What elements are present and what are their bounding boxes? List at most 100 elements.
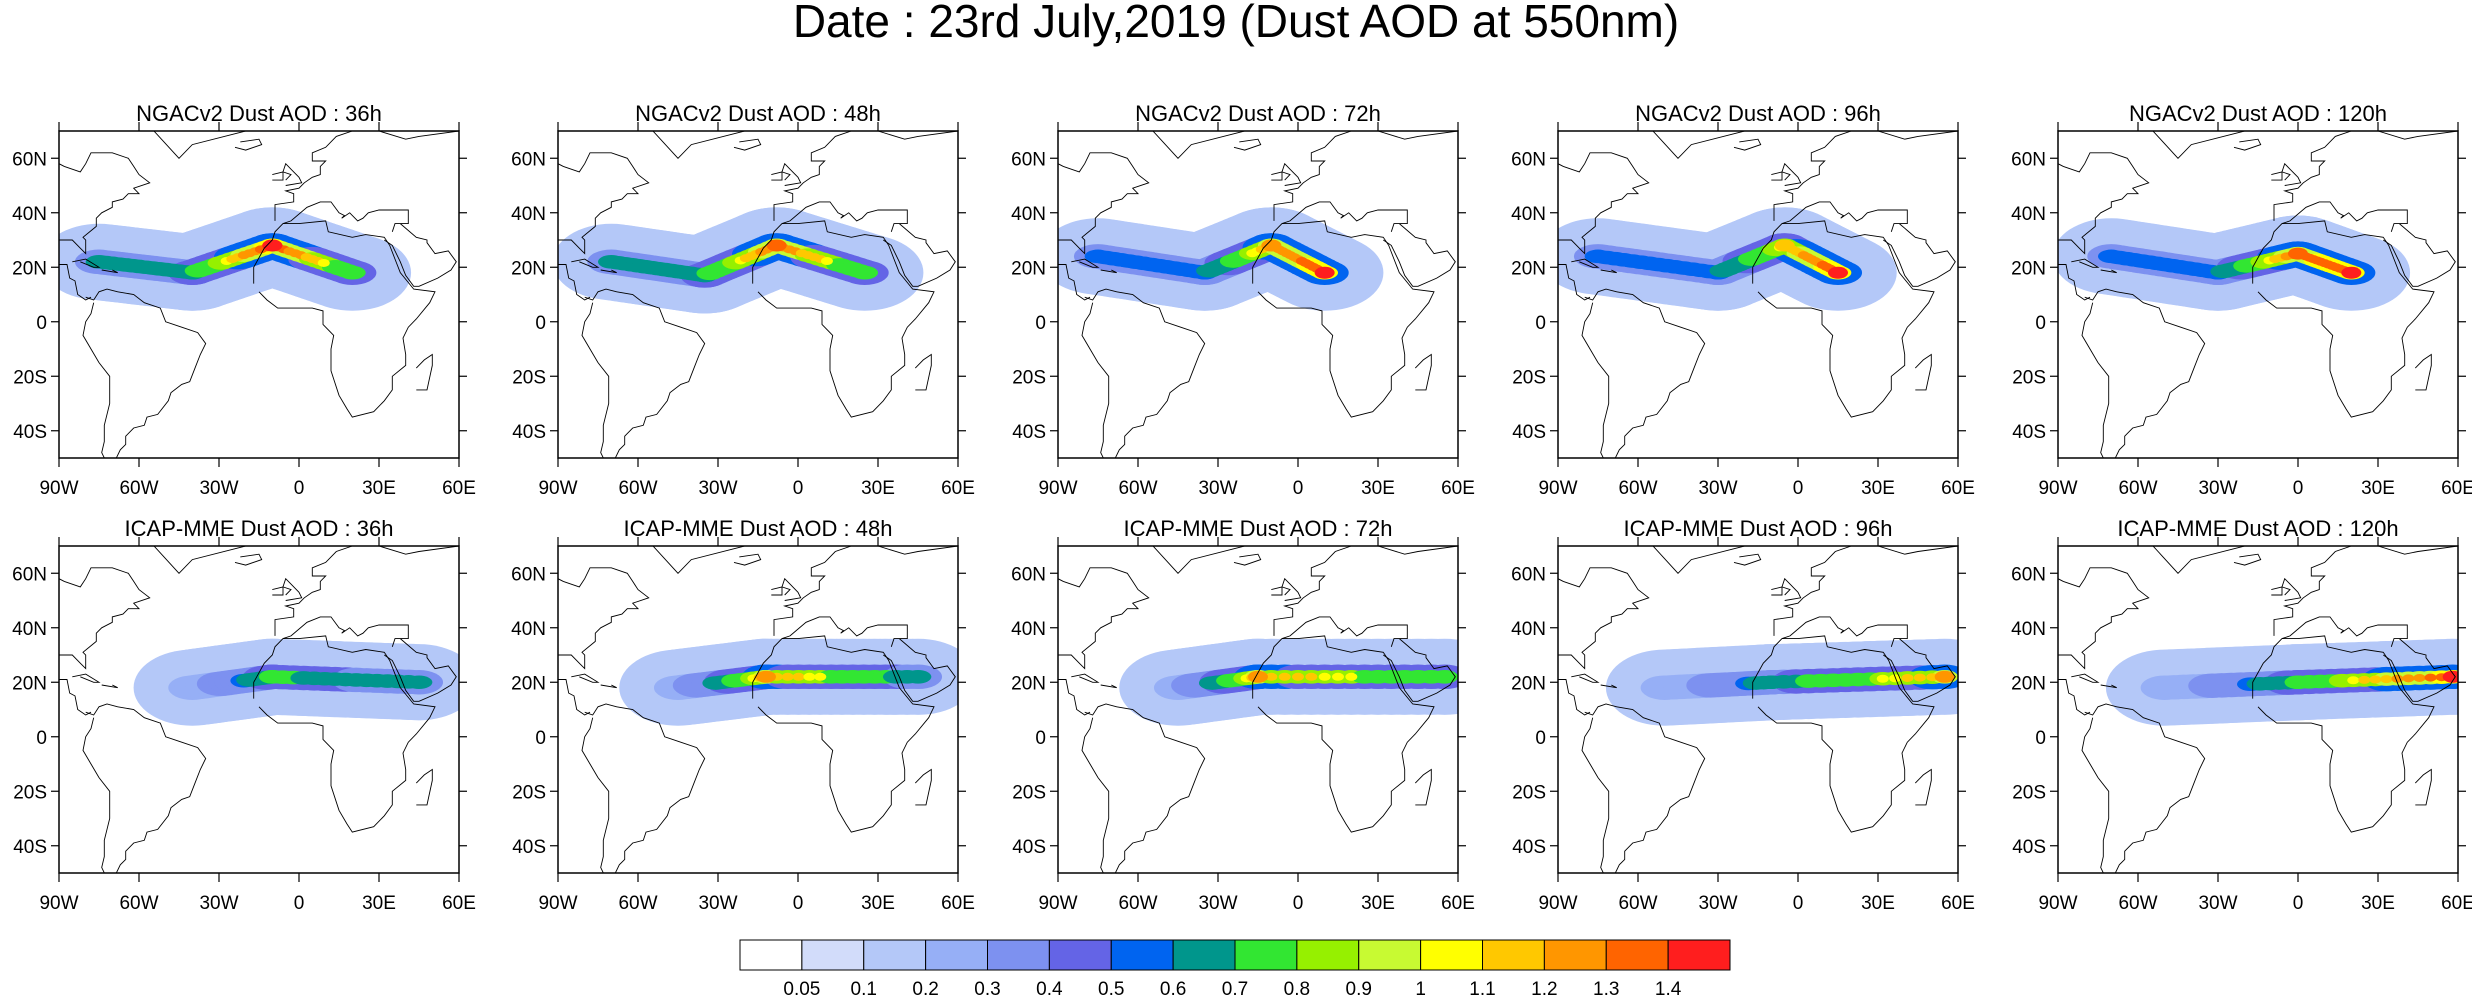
- lon-tick-label: 90W: [538, 478, 577, 499]
- lat-tick-label: 0: [1535, 728, 1546, 749]
- coastline: [153, 131, 247, 159]
- coastline: [2281, 616, 2408, 647]
- lat-tick-label: 60N: [12, 149, 47, 170]
- aod-peak: [1934, 670, 1955, 683]
- coastline: [282, 162, 303, 186]
- coastline: [1600, 684, 1617, 689]
- coastline: [2058, 264, 2091, 301]
- colorbar-swatch: [1172, 939, 1236, 971]
- lon-tick-label: 60E: [941, 478, 975, 499]
- coastline: [1773, 546, 1958, 636]
- coastline: [652, 546, 746, 574]
- coastline: [2414, 353, 2432, 391]
- aod-cell: [781, 672, 794, 681]
- aod-cell: [2402, 674, 2415, 683]
- lon-tick-label: 0: [2293, 893, 2304, 914]
- colorbar-label: 0.4: [1036, 979, 1063, 995]
- coastline: [82, 703, 207, 873]
- coastline: [2058, 567, 2150, 670]
- colorbar-swatch: [1296, 939, 1360, 971]
- lon-tick-label: 30W: [1698, 478, 1737, 499]
- lon-tick-label: 60W: [2118, 893, 2157, 914]
- lon-tick-label: 60E: [2441, 478, 2472, 499]
- lon-tick-label: 30W: [1198, 893, 1237, 914]
- coastline: [781, 162, 802, 186]
- aod-cell: [814, 672, 827, 681]
- colorbar-label: 0.1: [851, 979, 877, 995]
- panel-title: NGACv2 Dust AOD : 120h: [2129, 101, 2387, 126]
- lat-tick-label: 0: [36, 313, 47, 334]
- coastline: [752, 635, 935, 833]
- lat-tick-label: 20S: [13, 782, 47, 803]
- colorbar-label: 0.8: [1284, 979, 1310, 995]
- coastline: [2152, 131, 2246, 159]
- aod-peak: [262, 239, 283, 252]
- coastline: [1781, 616, 1908, 647]
- aod-cell: [2369, 675, 2382, 684]
- lat-tick-label: 20S: [512, 367, 546, 388]
- aod-field: [1558, 546, 1958, 873]
- aod-peak: [756, 670, 776, 683]
- aod-cell: [904, 670, 932, 684]
- colorbar-swatch: [925, 939, 988, 971]
- map-panel: ICAP-MME Dust AOD : 72h 60N 40N 20N 0 20S 40S 9…: [1011, 516, 1475, 914]
- aod-peak: [2442, 670, 2458, 683]
- lat-tick-label: 40N: [1511, 204, 1546, 225]
- coastline: [415, 353, 433, 391]
- coastline: [282, 201, 409, 232]
- lat-tick-label: 60N: [2011, 149, 2046, 170]
- lat-tick-label: 60N: [1011, 564, 1046, 585]
- lon-tick-label: 30E: [2361, 478, 2395, 499]
- aod-cell: [851, 265, 879, 280]
- colorbar-swatch: [1482, 939, 1545, 971]
- map-panel: NGACv2 Dust AOD : 72h 60N 40N 20N 0 20S 40S 90W…: [1011, 101, 1475, 499]
- lon-tick-label: 90W: [39, 478, 78, 499]
- coastline: [1233, 553, 1262, 566]
- lat-tick-label: 20S: [512, 782, 546, 803]
- map-panel: ICAP-MME Dust AOD : 36h 60N 40N 20N 0 20S 40S 9…: [12, 516, 476, 914]
- coastline: [282, 577, 303, 601]
- lon-tick-label: 30E: [861, 478, 895, 499]
- aod-cell: [1278, 672, 1291, 681]
- coastline: [1271, 171, 1283, 181]
- lon-tick-label: 0: [1793, 478, 1804, 499]
- lat-tick-label: 20N: [2011, 673, 2046, 694]
- aod-cell: [1345, 672, 1358, 681]
- coastline: [1914, 768, 1932, 806]
- coastline: [274, 131, 459, 221]
- coastline: [1058, 264, 1091, 301]
- coastline: [1100, 269, 1117, 274]
- lat-tick-label: 60N: [12, 564, 47, 585]
- lat-tick-label: 40S: [1512, 837, 1546, 858]
- coastline: [1081, 288, 1206, 458]
- aod-cell: [820, 257, 833, 266]
- lat-tick-label: 40S: [1012, 837, 1046, 858]
- coastline: [771, 586, 783, 596]
- lat-tick-label: 20N: [1011, 258, 1046, 279]
- lon-tick-label: 90W: [1038, 893, 1077, 914]
- coastline: [1581, 288, 1706, 458]
- coastline: [272, 171, 284, 181]
- aod-cell: [792, 672, 805, 681]
- coastline: [1771, 586, 1783, 596]
- aod-field: [1058, 546, 1458, 873]
- aod-cell: [1318, 672, 1331, 681]
- lon-tick-label: 0: [1293, 893, 1304, 914]
- coastline: [2233, 553, 2262, 566]
- coastline: [1752, 635, 1935, 833]
- lon-tick-label: 0: [1793, 893, 1804, 914]
- coastline: [1058, 679, 1091, 716]
- colorbar-label: 1.1: [1469, 979, 1495, 995]
- coastline: [1100, 684, 1117, 689]
- coastline: [581, 288, 706, 458]
- coastline: [781, 577, 802, 601]
- lat-tick-label: 0: [1035, 728, 1046, 749]
- aod-cell: [1889, 674, 1902, 683]
- coastline: [1414, 768, 1432, 806]
- coastline: [2271, 171, 2283, 181]
- coastline: [1781, 162, 1802, 186]
- aod-field: [59, 546, 459, 873]
- coastline: [59, 679, 92, 716]
- lat-tick-label: 40N: [2011, 619, 2046, 640]
- lat-tick-label: 0: [1035, 313, 1046, 334]
